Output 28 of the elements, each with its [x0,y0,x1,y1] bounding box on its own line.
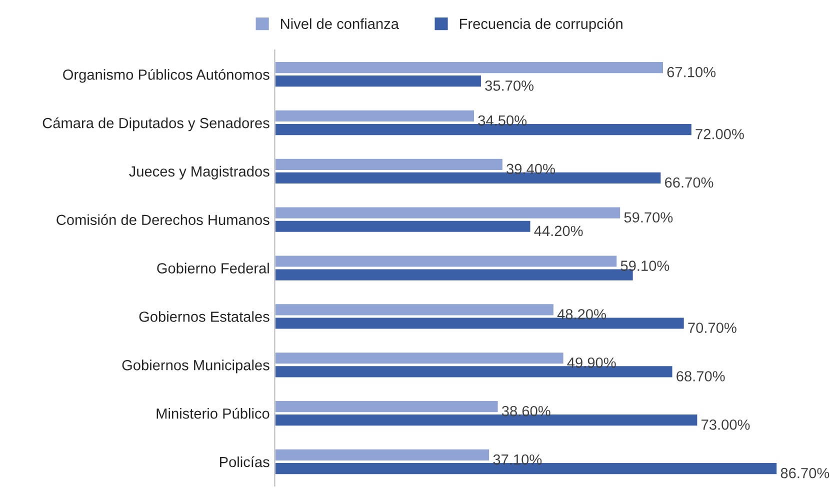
legend-label: Frecuencia de corrupción [460,18,622,32]
data-label: 86.70% [780,468,830,478]
data-label: 38.60% [502,406,550,416]
data-label: 44.20% [534,226,583,236]
y-tick-label: Ministerio Público [156,408,270,419]
data-label: 48.20% [557,309,606,320]
y-tick-label: Jueces y Magistrados [129,166,270,180]
data-label: 67.10% [667,66,716,78]
data-label: 59.70% [624,212,673,223]
y-tick-label: Policías [220,456,270,468]
data-label: 49.90% [567,358,616,368]
data-label: 73.00% [702,420,750,430]
data-label: 39.40% [506,164,555,174]
data-label: 35.70% [485,80,534,91]
data-label: 59.10% [620,260,670,271]
data-label: 70.70% [688,322,736,333]
y-tick-label: Gobierno Federal [157,262,269,274]
data-label: 37.10% [493,454,542,465]
data-label: 68.70% [676,371,725,382]
y-tick-label: Organismo Públicos Autónomos [63,68,270,83]
data-label: 66.70% [665,177,714,188]
y-tick-label: Comisión de Derechos Humanos [56,214,270,226]
y-tick-label: Gobiernos Estatales [139,311,270,322]
y-tick-label: Gobiernos Municipales [122,360,270,374]
data-label: 34.50% [478,115,527,126]
data-label: 72.00% [696,128,744,140]
y-tick-label: Cámara de Diputados y Senadores [42,117,270,132]
legend-label: Nivel de confianza [281,18,399,30]
